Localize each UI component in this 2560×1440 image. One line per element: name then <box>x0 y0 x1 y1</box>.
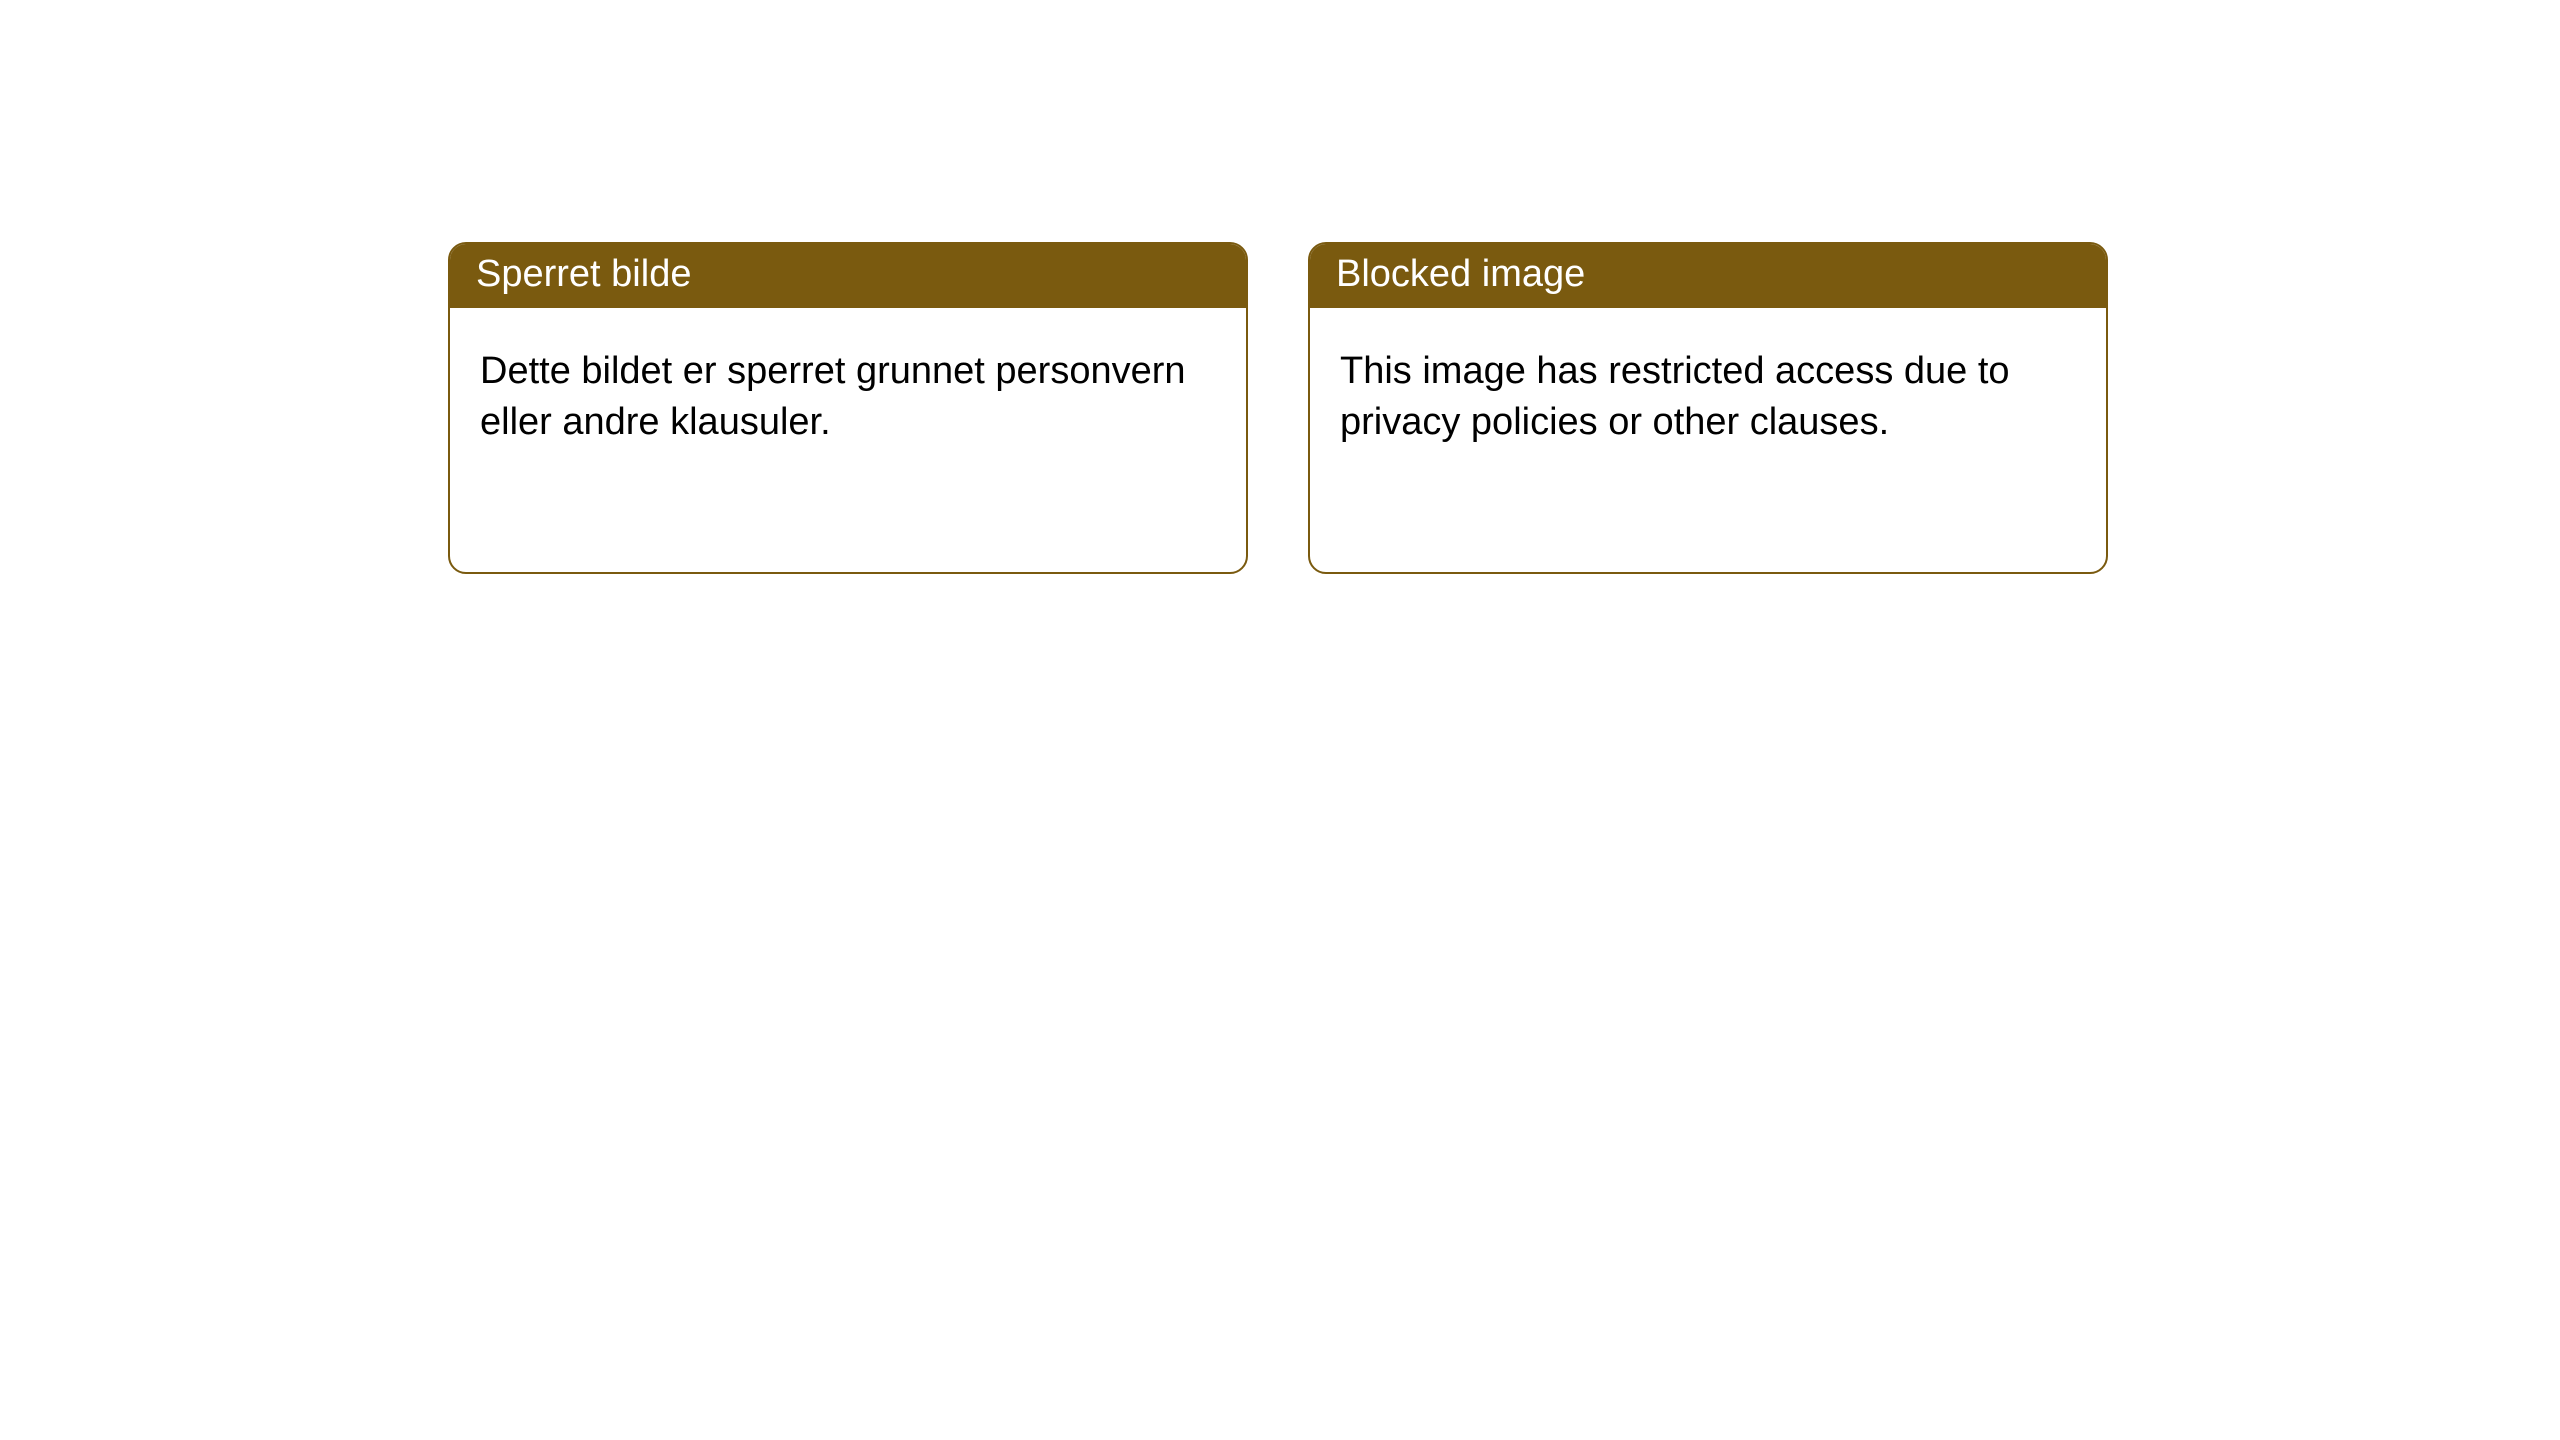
blocked-image-card-english: Blocked image This image has restricted … <box>1308 242 2108 574</box>
blocked-image-card-norwegian: Sperret bilde Dette bildet er sperret gr… <box>448 242 1248 574</box>
card-body-english: This image has restricted access due to … <box>1310 308 2106 479</box>
card-body-norwegian: Dette bildet er sperret grunnet personve… <box>450 308 1246 479</box>
card-header-english: Blocked image <box>1310 244 2106 308</box>
notice-container: Sperret bilde Dette bildet er sperret gr… <box>0 0 2560 574</box>
card-header-norwegian: Sperret bilde <box>450 244 1246 308</box>
